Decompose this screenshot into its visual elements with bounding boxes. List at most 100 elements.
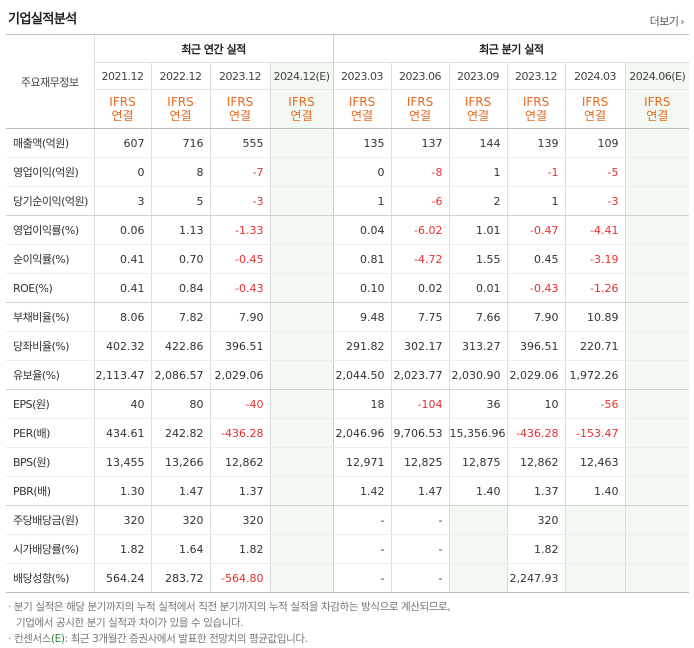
table-cell: 2	[448, 186, 508, 216]
table-cell: 320	[93, 505, 151, 535]
table-cell: 291.82	[332, 331, 392, 361]
row-label: 영업이익률(%)	[6, 215, 94, 245]
table-cell: -3	[209, 186, 270, 216]
table-cell: 2,113.47	[93, 360, 151, 390]
table-cell: -5	[564, 157, 626, 187]
row-label: EPS(원)	[6, 389, 94, 419]
table-cell	[624, 215, 690, 245]
ifrs-label: IFRS	[464, 95, 492, 109]
table-cell	[269, 302, 334, 332]
row-label: 유보율(%)	[6, 360, 94, 390]
table-cell	[624, 273, 690, 303]
table-cell: 1.82	[93, 534, 151, 564]
table-cell: 320	[506, 505, 566, 535]
row-label: 부채비율(%)	[6, 302, 94, 332]
footnote-2-mark: (E)	[50, 633, 65, 645]
table-cell: 1.37	[506, 476, 566, 506]
row-label: ROE(%)	[6, 273, 94, 303]
table-cell: 320	[209, 505, 270, 535]
annual-group-header: 최근 연간 실적	[93, 34, 334, 63]
table-cell	[624, 418, 690, 448]
table-row: BPS(원) 13,455 13,266 12,862 12,971 12,825 12,8…	[6, 447, 690, 477]
table-cell: 12,875	[448, 447, 508, 477]
table-cell	[564, 534, 626, 564]
corner-header: 주요재무정보	[6, 34, 94, 129]
table-cell: 1.42	[332, 476, 392, 506]
table-cell	[624, 360, 690, 390]
ifrs-standard-header: IFRS 연결	[332, 89, 392, 129]
table-row: 당기순이익(억원) 3 5 -3 1 -6 2 1 -3	[6, 186, 690, 216]
row-label: 당좌비율(%)	[6, 331, 94, 361]
table-cell: -3	[564, 186, 626, 216]
ifrs-standard-header: IFRS 연결	[93, 89, 151, 129]
table-cell: -4.72	[390, 244, 450, 274]
consolidated-label: 연결	[524, 109, 548, 123]
table-row: PER(배) 434.61 242.82 -436.28 2,046.96 9,706.5…	[6, 418, 690, 448]
consolidated-label: 연결	[646, 109, 669, 123]
ifrs-standard-header: IFRS 연결	[209, 89, 270, 129]
table-cell: 0.81	[332, 244, 392, 274]
table-cell	[448, 563, 508, 593]
table-cell: 1	[332, 186, 392, 216]
table-cell: 2,046.96	[332, 418, 392, 448]
table-cell: -436.28	[506, 418, 566, 448]
table-cell: 80	[150, 389, 210, 419]
table-row: 주당배당금(원) 320 320 320- -320	[6, 505, 690, 535]
period-header: 2022.12	[150, 62, 210, 90]
table-cell	[269, 389, 334, 419]
table-cell: -40	[209, 389, 270, 419]
table-cell	[624, 331, 690, 361]
table-cell: -564.80	[209, 563, 270, 593]
table-cell: 8.06	[93, 302, 151, 332]
row-label: BPS(원)	[6, 447, 94, 477]
table-cell: -	[332, 563, 392, 593]
table-cell: 1.64	[150, 534, 210, 564]
table-cell: 3	[93, 186, 151, 216]
table-row: EPS(원) 40 80 -40 18 -104 36 10 -56	[6, 389, 690, 419]
table-cell: 0.41	[93, 273, 151, 303]
footnote-1-text: 분기 실적은 해당 분기까지의 누적 실적에서 직전 분기까지의 누적 실적을 …	[13, 601, 451, 613]
table-cell: 1.30	[93, 476, 151, 506]
period-header: 2024.06(E)	[624, 62, 690, 90]
consolidated-label: 연결	[290, 109, 313, 123]
table-cell	[624, 563, 690, 593]
table-row: PBR(배) 1.30 1.47 1.37 1.42 1.47 1.40 1.37 1.40	[6, 476, 690, 506]
table-cell: -153.47	[564, 418, 626, 448]
table-cell: 396.51	[209, 331, 270, 361]
table-cell	[269, 563, 334, 593]
table-row: 영업이익률(%) 0.06 1.13 -1.33 0.04 -6.02 1.01 -0.47-…	[6, 215, 690, 245]
table-cell: 144	[448, 128, 508, 158]
footnote-2-text: : 최근 3개월간 증권사에서 발표한 전망치의 평균값입니다.	[64, 633, 308, 645]
table-row: 매출액(억원) 607 716 555 135 137 144 139 109	[6, 128, 690, 158]
table-cell: 1.47	[390, 476, 450, 506]
footnote-1: · 분기 실적은 해당 분기까지의 누적 실적에서 직전 분기까지의 누적 실적…	[8, 601, 451, 613]
table-cell: 2,023.77	[390, 360, 450, 390]
table-cell	[624, 186, 690, 216]
table-row: 시가배당률(%) 1.82 1.64 1.82- -1.82	[6, 534, 690, 564]
table-cell: -104	[390, 389, 450, 419]
table-cell: 2,247.93	[506, 563, 566, 593]
more-link[interactable]: 더보기 ›	[650, 13, 685, 29]
ifrs-standard-header: IFRS 연결	[269, 89, 334, 129]
table-cell: -436.28	[209, 418, 270, 448]
consolidated-label: 연결	[228, 109, 252, 123]
table-cell: 0.70	[150, 244, 210, 274]
table-cell: 0	[93, 157, 151, 187]
table-cell	[624, 534, 690, 564]
table-row: 유보율(%) 2,113.47 2,086.57 2,029.06 2,044.50 2,…	[6, 360, 690, 390]
table-cell: 36	[448, 389, 508, 419]
consolidated-label: 연결	[169, 109, 192, 123]
table-cell	[269, 476, 334, 506]
table-cell: 9,706.53	[390, 418, 450, 448]
table-cell: -0.43	[209, 273, 270, 303]
footnotes: · 분기 실적은 해당 분기까지의 누적 실적에서 직전 분기까지의 누적 실적…	[8, 599, 451, 647]
table-cell: -3.19	[564, 244, 626, 274]
table-cell: 135	[332, 128, 392, 158]
period-header: 2023.09	[448, 62, 508, 90]
table-cell: 1.40	[448, 476, 508, 506]
table-cell: 313.27	[448, 331, 508, 361]
table-cell	[269, 505, 334, 535]
row-label: 주당배당금(원)	[6, 505, 94, 535]
table-cell: 0.84	[150, 273, 210, 303]
chevron-right-icon: ›	[680, 17, 685, 28]
